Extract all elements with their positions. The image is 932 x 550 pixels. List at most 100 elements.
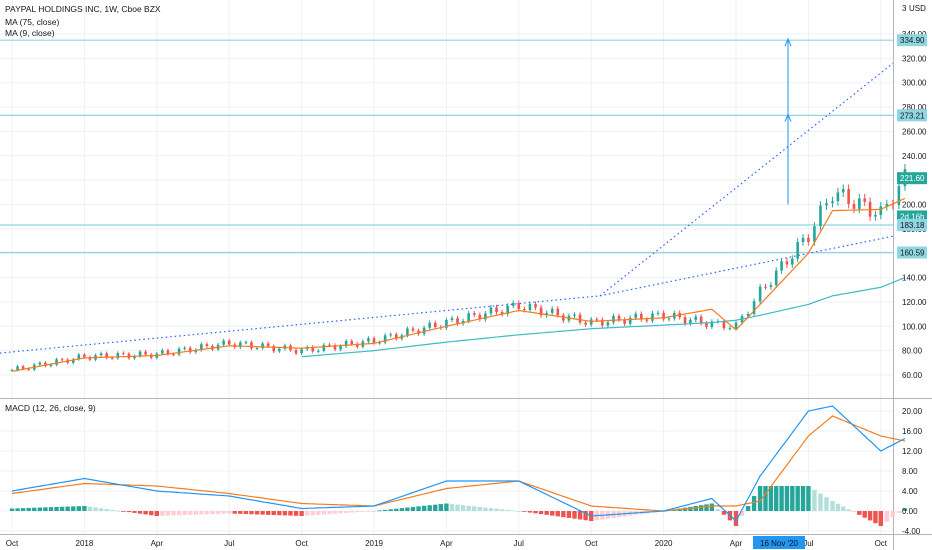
macd-line	[11, 405, 906, 522]
histogram-bar	[316, 511, 321, 515]
price-tick-label: 100.00	[902, 322, 927, 331]
histogram-bar	[171, 511, 176, 516]
level-tag-4-bg	[897, 246, 927, 259]
histogram-bar	[299, 511, 304, 516]
candle-body	[311, 346, 315, 352]
trend-lines	[0, 37, 894, 354]
level-tag-2: 273.21	[900, 111, 925, 120]
macd-tick-label: 4.00	[902, 487, 918, 496]
price-tick-label: 320.00	[902, 54, 927, 63]
candle-body	[667, 318, 671, 320]
candle-body	[495, 307, 498, 312]
ma-9-line	[11, 197, 906, 372]
candle-body	[200, 344, 203, 350]
candle-body	[780, 261, 783, 271]
candle-body	[801, 237, 805, 243]
candle-body	[411, 328, 415, 331]
histogram-bar	[483, 507, 488, 511]
candle-body	[172, 354, 175, 356]
histogram-bar	[310, 511, 315, 516]
candle-body	[344, 341, 348, 347]
macd-tick-label: 12.00	[902, 447, 923, 456]
histogram-bar	[812, 489, 817, 511]
candle-body	[556, 308, 560, 316]
candle-body	[261, 343, 264, 349]
histogram-bar	[71, 506, 76, 511]
macd-tick-label: 8.00	[902, 467, 918, 476]
candle-body	[728, 328, 732, 330]
ma-fast-legend: MA (9, close)	[5, 28, 55, 38]
histogram-bar	[165, 511, 171, 516]
histogram-bar	[282, 511, 288, 516]
histogram-bar	[405, 507, 410, 511]
histogram-bar	[516, 511, 521, 512]
histogram-bar	[293, 511, 299, 516]
candle-body	[433, 322, 437, 328]
candle-body	[885, 204, 889, 207]
currency-label: USD	[909, 4, 926, 13]
candle-body	[21, 366, 25, 369]
histogram-bar	[332, 511, 338, 514]
histogram-bar	[704, 504, 709, 511]
histogram-bar	[472, 506, 477, 511]
candle-body	[10, 370, 14, 372]
histogram-bar	[93, 507, 98, 511]
candle-body	[244, 342, 248, 344]
histogram-bar	[149, 511, 154, 516]
price-tick-label: 280.00	[902, 103, 927, 112]
candle-body	[183, 347, 186, 349]
candle-body	[689, 319, 692, 324]
histogram-bar	[43, 507, 48, 511]
histogram-bar	[366, 511, 371, 512]
lower-trend-line	[0, 295, 601, 354]
histogram-bar	[884, 511, 890, 522]
time-label: Apr	[440, 539, 453, 548]
candle-body	[500, 311, 504, 315]
histogram-bar	[59, 506, 65, 511]
candle-body	[617, 315, 621, 320]
candle-body	[640, 313, 643, 320]
candle-body	[858, 198, 861, 209]
histogram-bar	[533, 511, 538, 514]
histogram-bar	[26, 507, 31, 511]
candle-body	[422, 327, 426, 334]
signal-line	[11, 415, 906, 512]
histogram-bar	[176, 511, 182, 516]
histogram-bar	[784, 486, 790, 511]
countdown-tag: 2d 16h	[900, 212, 924, 221]
candle-body	[38, 362, 42, 365]
candle-body	[138, 351, 142, 357]
candle-body	[428, 322, 431, 328]
macd-histogram	[9, 486, 908, 526]
histogram-bar	[204, 511, 210, 515]
histogram-bar	[466, 505, 471, 511]
candle-body	[227, 340, 231, 345]
time-label: Jul	[803, 539, 813, 548]
candle-body	[205, 344, 209, 347]
histogram-bar	[182, 511, 187, 516]
histogram-bar	[82, 506, 87, 511]
candle-body	[825, 203, 828, 206]
candle-body	[874, 214, 877, 217]
candle-body	[511, 302, 515, 306]
candle-body	[852, 204, 856, 209]
histogram-bar	[779, 486, 784, 511]
histogram-bar	[566, 511, 572, 518]
arrowhead-mid	[784, 113, 792, 122]
candle-body	[807, 237, 810, 242]
candle-body	[683, 317, 687, 324]
histogram-bar	[154, 511, 159, 516]
histogram-bar	[371, 511, 377, 512]
histogram-bar	[709, 503, 715, 511]
histogram-bar	[399, 508, 405, 511]
histogram-bar	[377, 510, 382, 512]
time-label: Oct	[585, 539, 598, 548]
candle-body	[472, 313, 476, 315]
histogram-bar	[790, 486, 795, 511]
time-label: Oct	[875, 539, 888, 548]
histogram-bar	[32, 507, 37, 511]
histogram-bar	[818, 493, 823, 511]
price-tick-label: 80.00	[902, 347, 923, 356]
